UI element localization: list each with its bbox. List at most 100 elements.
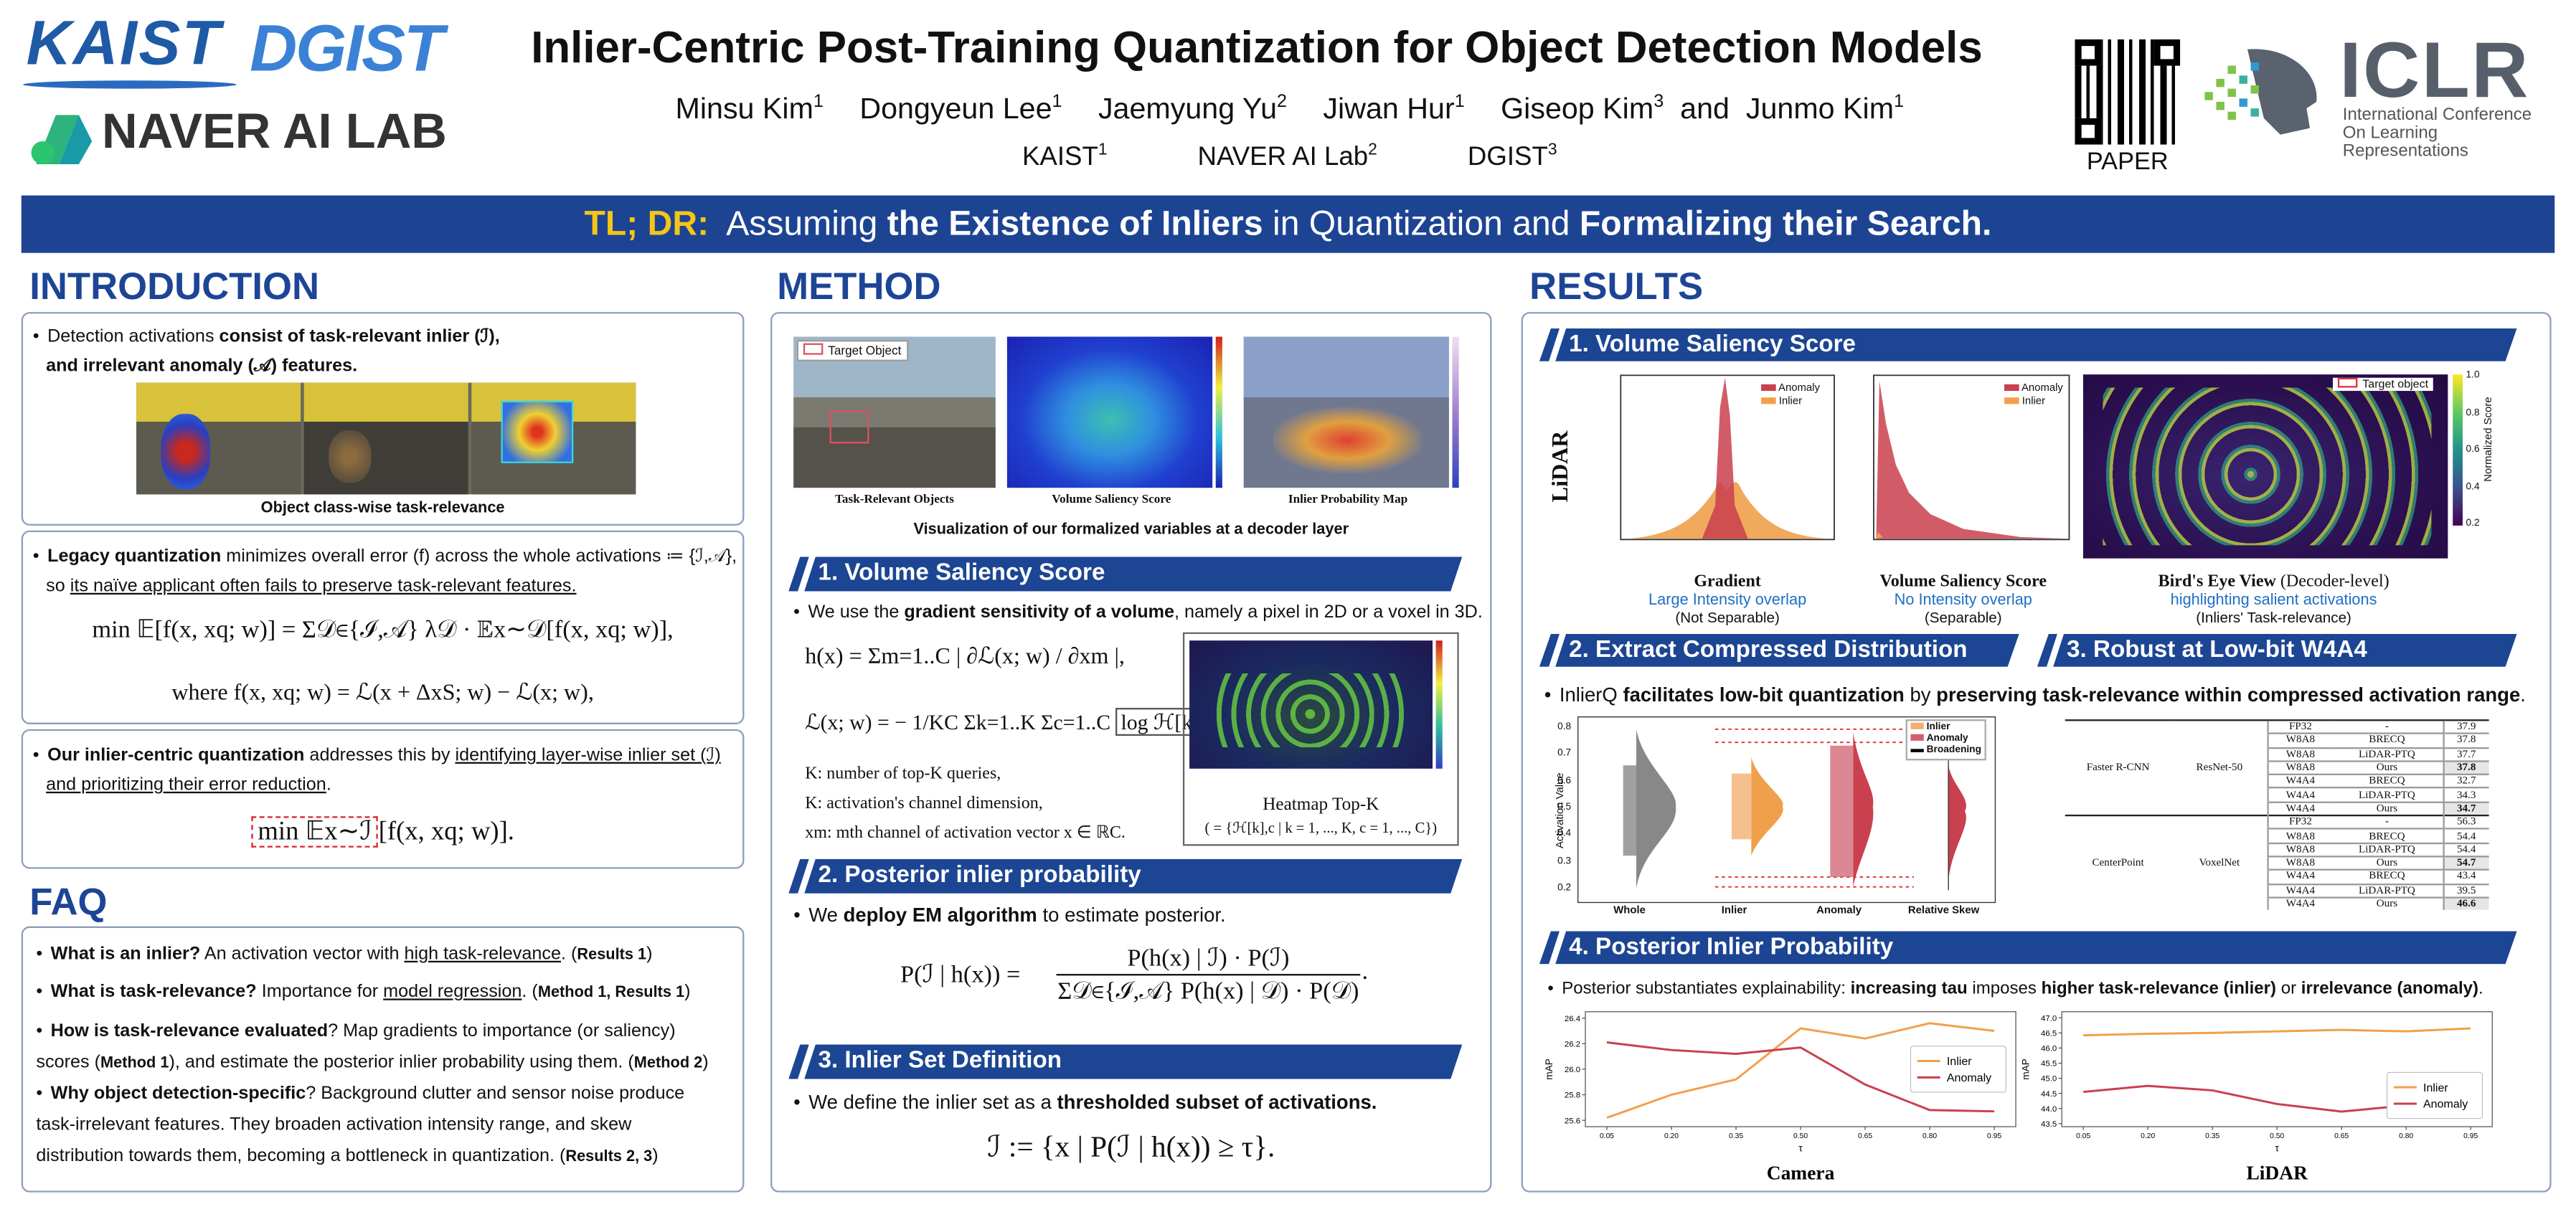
eq: where f(x, xq; w) = ℒ(x + ΔxS; w) − ℒ(x;… (171, 681, 594, 706)
cap: Inlier Probability Map (1288, 491, 1408, 506)
sub: (Inliers' Task-relevance) (2196, 609, 2351, 626)
heat-blob (2103, 387, 2432, 546)
sub: (Not Separable) (1675, 609, 1780, 626)
rect (2239, 98, 2247, 107)
y-tick-label: 45.0 (2041, 1075, 2057, 1084)
bar: 1. Volume Saliency Score (1539, 328, 2517, 361)
logo-naver: NAVER AI LAB (101, 105, 447, 160)
table-cell: 43.4 (2442, 869, 2489, 884)
rect (2227, 111, 2236, 120)
author-name: Giseop Kim (1501, 92, 1654, 126)
table-cell: W4A4 (2268, 787, 2332, 802)
heat-blob (501, 400, 574, 463)
legend-text: Anomaly (1926, 734, 1968, 744)
y-tick-label: 26.2 (1565, 1040, 1580, 1048)
colorbar (1215, 336, 1222, 488)
legend-text: Target Object (828, 343, 902, 359)
faq-ref: Method 2 (633, 1054, 703, 1073)
path (1636, 729, 1676, 889)
table-cell: LiDAR-PTQ (2331, 842, 2443, 857)
table-cell: W8A8 (2268, 733, 2332, 748)
tldr-label: TL; DR: (584, 205, 709, 243)
faq-q: What is an inlier? (50, 944, 201, 965)
tldr-bold: the Existence of Inliers (887, 205, 1263, 243)
aff-mark: 3 (1547, 141, 1557, 160)
series-line (2083, 1027, 2471, 1037)
eq: K: number of top-K queries, K: activation… (805, 760, 1126, 849)
legend-box: Target Object (796, 340, 908, 361)
y-tick-label: 0.4 (1557, 830, 1572, 840)
body-text: minimizes overall error (f) across the w… (221, 546, 737, 567)
bold-text: gradient sensitivity of a volume (904, 602, 1175, 622)
line-chart: 25.6 25.8 26.0 26.2 26.4 0.05 0.20 0.35 0.50 0.65… (1544, 1011, 2016, 1183)
series-line (1606, 1041, 1995, 1113)
eq-part: [f(x, xq; w)]. (378, 818, 514, 846)
qr-label: PAPER (2086, 148, 2169, 176)
cap: Volume Saliency Score (1052, 491, 1171, 506)
chart-title: LiDAR (2246, 1162, 2308, 1183)
x-tick-label: 0.65 (1858, 1132, 1872, 1140)
faq-ref: Method 1 (100, 1054, 169, 1073)
table-cell: BRECQ (2331, 733, 2443, 748)
y-tick-label: 46.5 (2041, 1029, 2057, 1038)
table-cell: W4A4 (2268, 774, 2332, 789)
box (21, 312, 745, 526)
author-aff: 1 (1894, 92, 1905, 112)
y-tick-label: 44.0 (2041, 1105, 2057, 1114)
legend-frame (1910, 1046, 2006, 1093)
eq: . (1362, 959, 1369, 986)
path (1876, 381, 2067, 539)
span: Bird's Eye View (2158, 573, 2276, 592)
heading: FAQ (29, 880, 108, 924)
method-img (793, 336, 996, 488)
rect (2204, 92, 2213, 100)
table-cell: Ours (2331, 856, 2443, 871)
table-cell: LiDAR-PTQ (2331, 747, 2443, 762)
table-cell: 32.7 (2442, 774, 2489, 789)
x-tick-label: 0.20 (2141, 1132, 2155, 1140)
table-row: W8A8 BRECQ 37.8 (2065, 733, 2489, 748)
legend-text: Anomaly (2021, 382, 2063, 394)
eq: Σ𝒟∈{ℐ,𝒜} P(h(x) | 𝒟) · P(𝒟) (1057, 978, 1359, 1005)
legend-text: Inlier (2021, 395, 2046, 407)
para: We define the inlier set as a thresholde… (793, 1087, 1377, 1117)
x-tick-label: 0.65 (2334, 1132, 2349, 1140)
logo-dgist: DGIST (250, 13, 444, 86)
y-tick-label: 45.5 (2041, 1060, 2057, 1069)
heading: RESULTS (1529, 264, 1704, 308)
body-text: , namely a pixel in 2D or a voxel in 3D. (1174, 602, 1483, 622)
table-cell: W8A8 (2268, 856, 2332, 871)
faq-a: high task-relevance (404, 944, 561, 965)
span (1910, 722, 1924, 729)
faq-q: What is task-relevance? (50, 982, 257, 1003)
bar: 3. Inlier Set Definition (788, 1045, 1462, 1079)
legend-label: Anomaly (1947, 1071, 1991, 1084)
body-text: to estimate posterior. (1037, 903, 1226, 927)
legend-text: Inlier (1926, 722, 1950, 733)
y-tick-label: 0.3 (1557, 856, 1572, 867)
body-text: by (1904, 683, 1937, 706)
box (1521, 312, 2552, 1193)
table-cell: 56.3 (2442, 815, 2489, 830)
x-tick-label: 0.35 (2205, 1132, 2219, 1140)
table-row: CenterPoint VoxelNet FP32-56.3 (2065, 815, 2489, 911)
underline-text: its naïve applicant often fails to prese… (70, 576, 577, 597)
legend-swatch (2337, 377, 2358, 388)
span (1761, 384, 1776, 392)
note: Large Intensity overlap (1648, 591, 1807, 610)
authors: Minsu Kim1 Dongyeun Lee1 Jaemyung Yu2 Jiwan… (476, 92, 2103, 126)
colorbar-tick: 1.0 (2466, 371, 2480, 382)
series-line (1606, 1022, 1995, 1119)
results-table: Faster R-CNN ResNet-50 FP32-37.9 W8A8 BRECQ 3… (2065, 719, 2489, 911)
aff-mark: 1 (1098, 141, 1108, 160)
logo-naver-icon (31, 115, 93, 165)
table-cell: Ours (2331, 896, 2443, 911)
aff-mark: 2 (1368, 141, 1377, 160)
heading: METHOD (777, 264, 941, 308)
row-label: LiDAR (1549, 430, 1574, 503)
table-cell: 37.9 (2442, 719, 2489, 734)
line-chart: 43.5 44.0 44.5 45.0 45.5 46.0 46.5 47.0 0.05 0.20… (2020, 1011, 2493, 1183)
note: highlighting salient activations (2170, 591, 2377, 610)
fig-panel (303, 382, 468, 495)
table-cell: Ours (2331, 760, 2443, 775)
